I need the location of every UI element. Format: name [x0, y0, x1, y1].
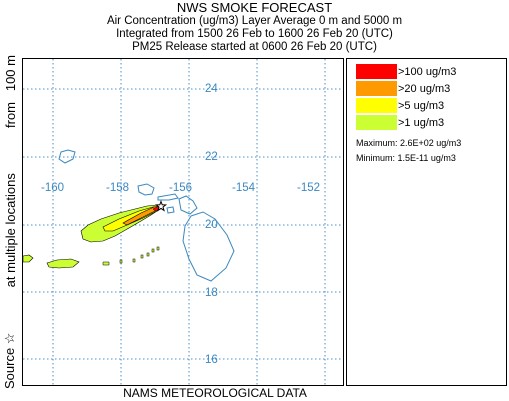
lon-label-156: -156 [169, 182, 192, 194]
smoke-plume [23, 200, 168, 269]
island-hawaii [182, 211, 235, 282]
plume-patch-south [102, 261, 110, 266]
island-lanai [166, 206, 175, 214]
source-label: Source ☆ [2, 332, 17, 389]
legend-item-100: >100 ug/m3 [356, 64, 456, 79]
legend-item-20: >20 ug/m3 [356, 81, 450, 96]
island-oahu [137, 183, 155, 196]
legend-swatch-1 [356, 115, 397, 130]
legend-label-1: >1 ug/m3 [398, 116, 445, 129]
legend-swatch-5 [356, 98, 397, 113]
lon-label-154: -154 [232, 182, 256, 194]
source-side-label: Source ☆ at multiple locations from 100 … [1, 55, 19, 389]
plume-dots [119, 246, 160, 264]
lon-label-160: -160 [41, 182, 64, 194]
island-maui [178, 195, 198, 215]
minimum-value: Minimum: 1.5E-11 ug/m3 [356, 153, 456, 163]
legend-item-1: >1 ug/m3 [356, 115, 444, 130]
integration-period: Integrated from 1500 26 Feb to 1600 26 F… [116, 28, 393, 40]
concentration-description: Air Concentration (ug/m3) Layer Average … [106, 15, 403, 27]
plume-patch-west [23, 254, 34, 263]
legend-label-20: >20 ug/m3 [398, 82, 451, 95]
lat-label-22: 22 [205, 151, 218, 163]
map-canvas: 24 22 20 18 16 -160 -158 -156 -154 -152 [23, 59, 343, 385]
plume-patch-southwest [46, 258, 80, 269]
island-molokai [157, 193, 179, 201]
lat-label-24: 24 [205, 83, 218, 95]
legend-item-5: >5 ug/m3 [356, 98, 444, 113]
legend-panel: >100 ug/m3 >20 ug/m3 >5 ug/m3 >1 ug/m3 M… [346, 58, 507, 386]
coastlines [58, 149, 235, 282]
lon-label-158: -158 [106, 182, 129, 194]
legend-label-100: >100 ug/m3 [398, 65, 457, 78]
chart-title: NWS SMOKE FORECAST [176, 0, 333, 15]
release-info: PM25 Release started at 0600 26 Feb 20 (… [132, 41, 377, 53]
map-panel: 24 22 20 18 16 -160 -158 -156 -154 -152 [22, 58, 344, 386]
lat-label-18: 18 [205, 287, 218, 299]
lon-label-152: -152 [297, 182, 320, 194]
island-niihau [58, 149, 76, 164]
multiple-locations-label: at multiple locations [2, 173, 18, 288]
legend-swatch-20 [356, 81, 397, 96]
legend-swatch-100 [356, 64, 397, 79]
release-height-label: from 100 m [2, 55, 18, 128]
lat-label-16: 16 [205, 354, 218, 366]
lat-label-20: 20 [205, 219, 218, 231]
met-data-footer: NAMS METEOROLOGICAL DATA [123, 386, 307, 400]
graticule [23, 59, 343, 385]
maximum-value: Maximum: 2.6E+02 ug/m3 [356, 138, 462, 148]
star-icon [154, 200, 168, 212]
legend-label-5: >5 ug/m3 [398, 99, 445, 112]
